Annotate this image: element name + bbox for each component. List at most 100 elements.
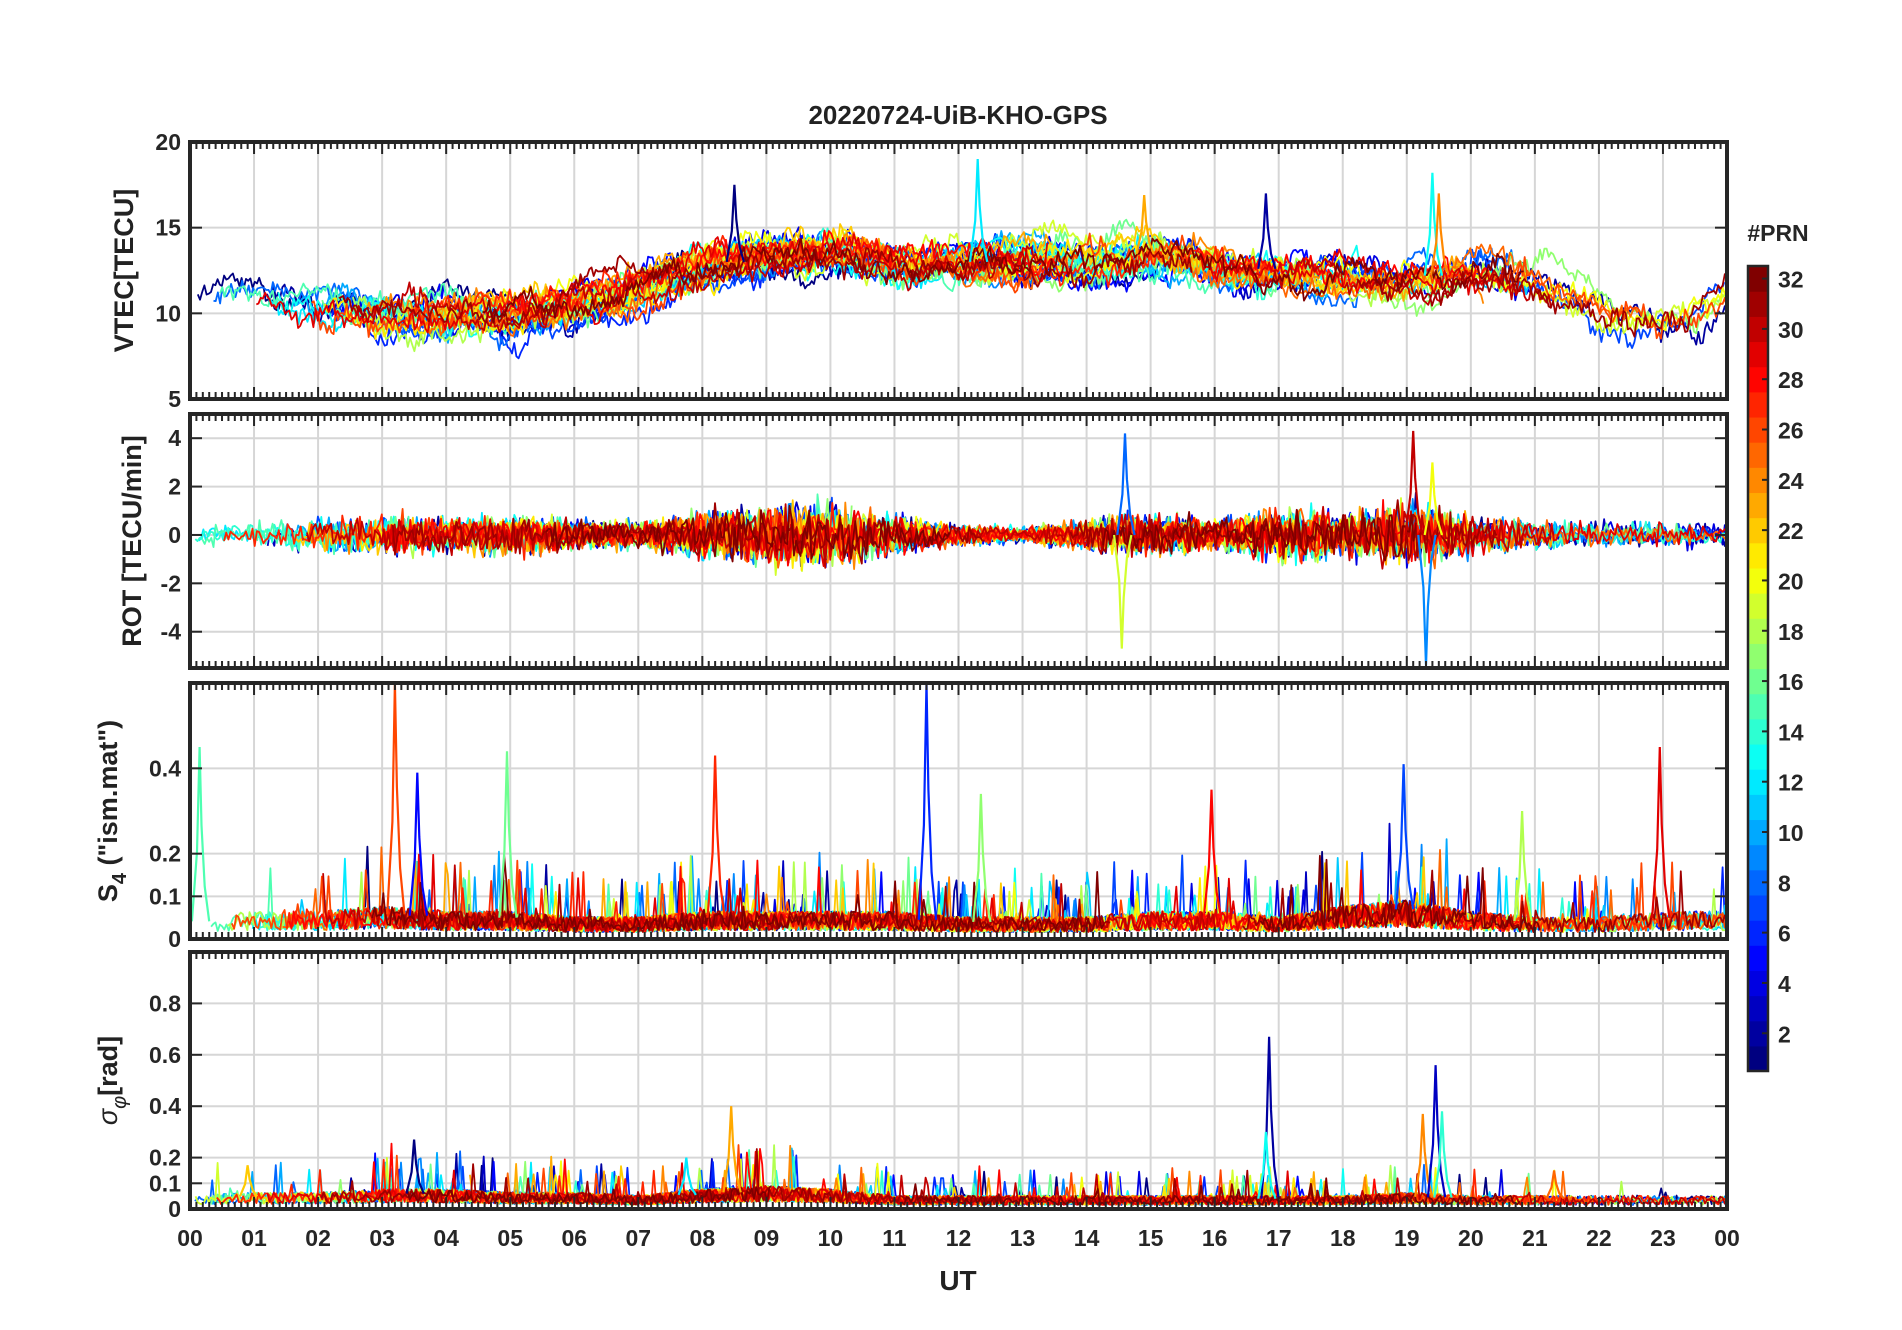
series-prn-32 <box>406 1185 772 1206</box>
y-tick-label: 5 <box>168 386 181 412</box>
colorbar-segment <box>1748 718 1768 745</box>
colorbar-segment <box>1748 567 1768 594</box>
series-prn-32 <box>482 237 1524 324</box>
y-axis-label: S4 ("ism.mat") <box>93 720 131 902</box>
colorbar-tick-label: 8 <box>1778 870 1791 896</box>
colorbar-segment <box>1748 920 1768 946</box>
colorbar-segment <box>1748 844 1768 871</box>
colorbar-segment <box>1748 442 1768 468</box>
series-peak <box>408 772 429 916</box>
series-peak <box>968 159 989 263</box>
y-tick-label: 0.6 <box>149 1042 181 1068</box>
colorbar-tick-label: 10 <box>1778 820 1804 846</box>
x-tick-label: 22 <box>1586 1225 1612 1251</box>
series-peak <box>1433 1111 1453 1198</box>
colorbar-frame <box>1746 264 1770 1073</box>
x-tick-label: 17 <box>1266 1225 1292 1251</box>
colorbar-tick-label: 14 <box>1778 719 1804 745</box>
series-peak <box>1651 746 1671 919</box>
x-tick-label: 15 <box>1138 1225 1164 1251</box>
series-peak <box>1257 1131 1277 1200</box>
colorbar-tick-label: 18 <box>1778 619 1804 645</box>
colorbar-segment <box>1748 693 1768 720</box>
series-peak <box>1423 462 1444 536</box>
series-peak <box>1513 810 1533 922</box>
colorbar-segment <box>1748 1045 1768 1072</box>
x-tick-label: 01 <box>241 1225 267 1251</box>
series-peak <box>1423 172 1444 276</box>
series-peak <box>190 746 211 922</box>
series-peak <box>498 751 518 918</box>
series-peak <box>386 683 406 915</box>
colorbar-tick-label: 6 <box>1778 921 1791 947</box>
colorbar-segment <box>1748 542 1768 569</box>
series-prn-32 <box>1259 854 1541 933</box>
panel-rot: -4 -2 0 2 4 ROT [TECU/min] <box>117 412 1729 670</box>
x-tick-label: 05 <box>497 1225 523 1251</box>
y-tick-label: 0.4 <box>149 1093 181 1119</box>
colorbar-segment <box>1748 945 1768 971</box>
x-tick-label: 12 <box>946 1225 972 1251</box>
y-tick-label: 0.1 <box>149 883 181 909</box>
series-prn-32 <box>1102 509 1417 562</box>
x-tick-label: 14 <box>1074 1225 1100 1251</box>
x-tick-label: 11 <box>882 1225 907 1251</box>
colorbar-tick-label: 4 <box>1778 971 1791 997</box>
y-tick-label: 0.4 <box>149 755 181 781</box>
series-peak <box>1417 534 1437 666</box>
series-peak <box>677 1157 697 1196</box>
x-tick-label: 21 <box>1522 1225 1548 1251</box>
x-tick-label: 23 <box>1650 1225 1676 1251</box>
series-prn-32 <box>545 504 951 563</box>
series-peak <box>917 683 938 920</box>
colorbar-tick-label: 28 <box>1778 367 1804 393</box>
x-tick-label: 19 <box>1394 1225 1420 1251</box>
colorbar-title: #PRN <box>1747 220 1808 246</box>
colorbar-segment <box>1748 743 1768 770</box>
series-peak <box>722 1106 742 1193</box>
x-tick-label: 20 <box>1458 1225 1484 1251</box>
colorbar-segment <box>1748 291 1768 317</box>
series-peak <box>1113 534 1133 649</box>
colorbar-tick-label: 20 <box>1778 568 1804 594</box>
x-tick-label: 00 <box>1714 1225 1740 1251</box>
series-peak <box>1135 195 1155 255</box>
colorbar-tick-label: 32 <box>1778 267 1804 293</box>
y-label-sub: φ <box>109 1096 131 1109</box>
colorbar-segment <box>1748 819 1768 846</box>
colorbar-tick-label: 16 <box>1778 669 1804 695</box>
series-peak <box>238 1165 259 1198</box>
y-label-sigma: σ <box>93 1107 123 1125</box>
x-tick-label: 10 <box>818 1225 844 1251</box>
x-tick-label: 04 <box>433 1225 459 1251</box>
colorbar-segment <box>1748 366 1768 393</box>
y-tick-label: -4 <box>161 619 182 645</box>
series-peak <box>1426 1065 1447 1198</box>
panel-sigma_phi: 00.10.2 0.4 0.6 0.8 σφ[rad] <box>93 950 1729 1222</box>
colorbar-segment <box>1748 894 1768 921</box>
x-tick-label: 16 <box>1202 1225 1228 1251</box>
y-tick-label: 10 <box>155 300 181 326</box>
y-axis-label: VTEC[TECU] <box>109 189 139 353</box>
series-prn-31 <box>1356 268 1727 338</box>
series-peak <box>1404 430 1424 536</box>
y-tick-label: 20 <box>155 129 181 155</box>
y-tick-label: 4 <box>168 425 181 451</box>
y-axis-label: σφ[rad] <box>93 1036 131 1125</box>
x-tick-label: 09 <box>754 1225 780 1251</box>
colorbar-tick-label: 30 <box>1778 317 1804 343</box>
x-tick-label: 00 <box>177 1225 203 1251</box>
colorbar-segment <box>1748 266 1768 292</box>
y-tick-label: 0.1 <box>149 1170 181 1196</box>
colorbar-segment <box>1748 517 1768 544</box>
y-axis-label: ROT [TECU/min] <box>117 435 147 646</box>
colorbar-tick-label: 2 <box>1778 1021 1791 1047</box>
series-prn-23 <box>1149 249 1470 302</box>
y-tick-label: 15 <box>155 215 181 241</box>
series-prn-24 <box>1144 231 1485 304</box>
colorbar-tick-label: 12 <box>1778 770 1804 796</box>
series-peak <box>1116 433 1136 536</box>
